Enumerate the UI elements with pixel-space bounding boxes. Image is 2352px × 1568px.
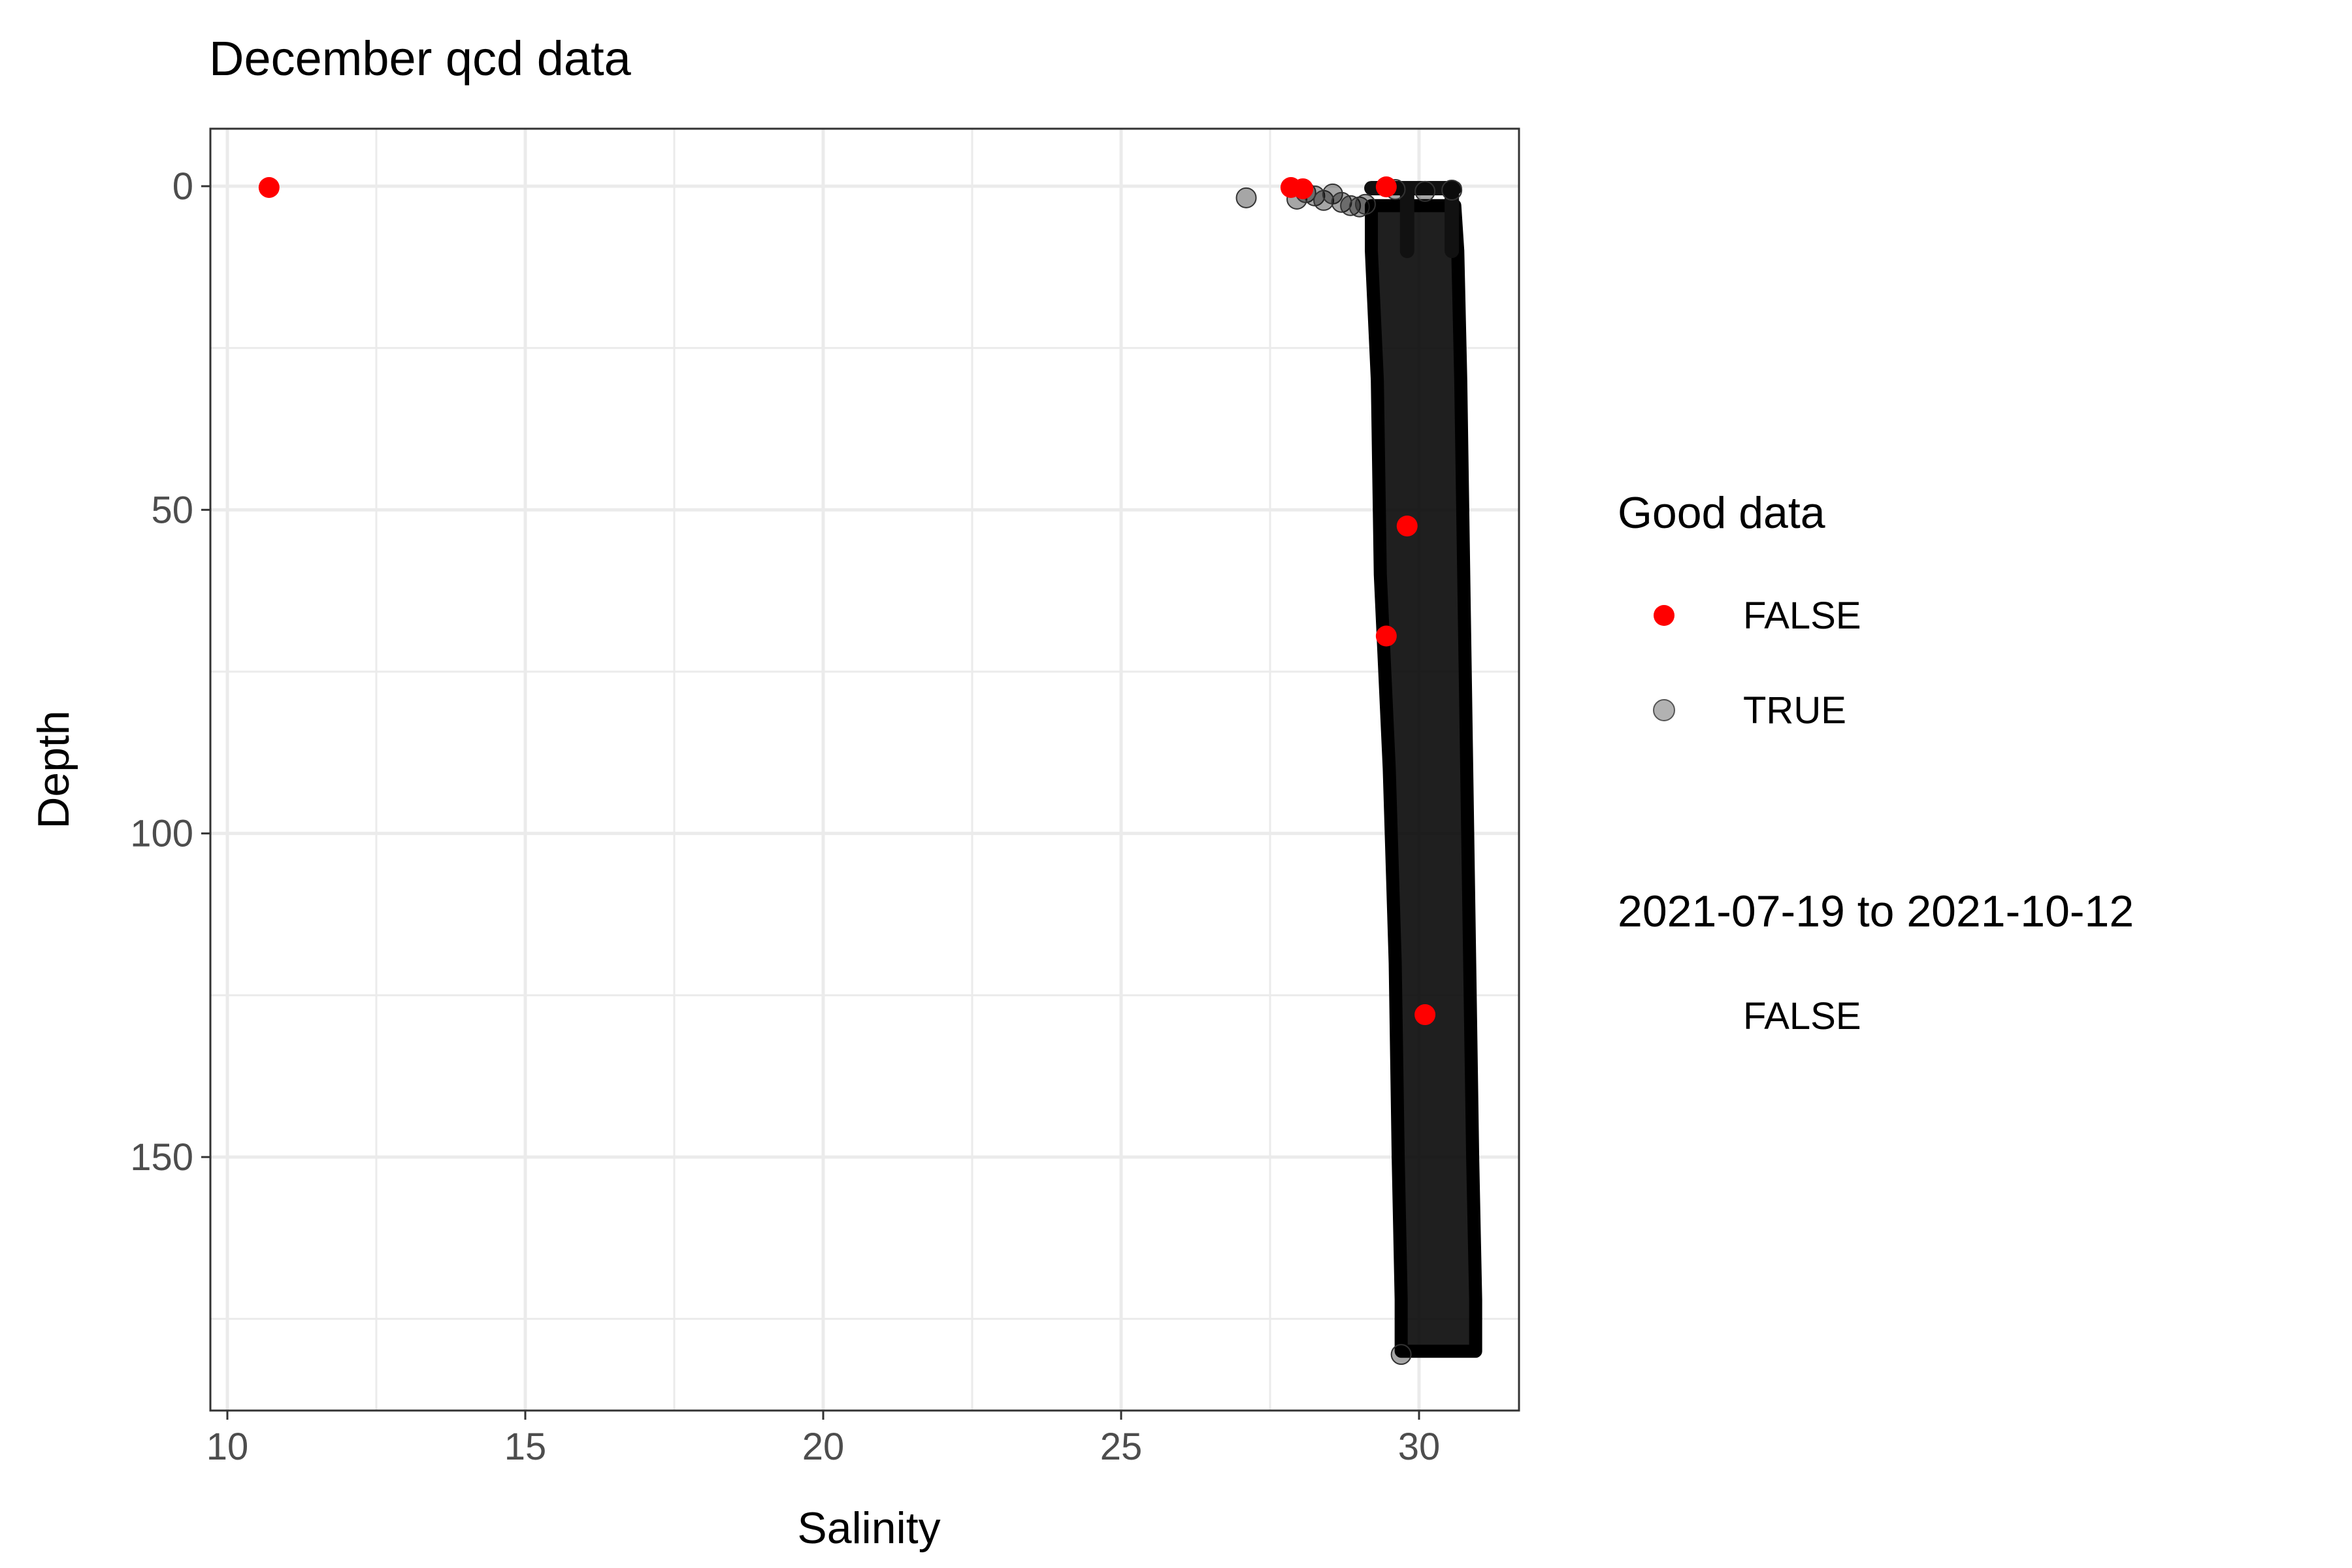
data-point-true — [1354, 193, 1376, 215]
x-tick-label: 20 — [802, 1426, 845, 1468]
y-tick-label: 150 — [130, 1136, 193, 1179]
data-point-true — [1340, 195, 1362, 216]
y-axis-title: Depth — [29, 710, 78, 828]
legend: Good data FALSE TRUE 2021-07-19 to 2021-… — [1618, 488, 2134, 1037]
x-tick-label: 25 — [1100, 1426, 1143, 1468]
y-tick-label: 100 — [130, 813, 193, 855]
data-point-true — [1441, 179, 1463, 201]
plot-background — [210, 129, 1519, 1411]
plot-panel-border — [209, 127, 1520, 1412]
data-points — [258, 176, 1463, 1365]
data-point-true — [1414, 180, 1436, 202]
profile-band — [1364, 180, 1482, 1358]
plot-grid — [210, 129, 1519, 1411]
legend-title-date-range: 2021-07-19 to 2021-10-12 — [1618, 887, 2134, 936]
legend-key-true — [1653, 699, 1675, 721]
data-point-true — [1322, 183, 1343, 204]
x-tick-label: 15 — [504, 1426, 547, 1468]
legend-title-good-data: Good data — [1618, 488, 1825, 538]
x-axis-ticks: 10 15 20 25 30 — [206, 1411, 1441, 1468]
y-axis-ticks: 0 50 100 150 — [130, 165, 210, 1179]
data-point-false — [258, 176, 280, 198]
legend-label-false: FALSE — [1743, 595, 1861, 637]
data-point-false — [1375, 176, 1397, 197]
x-tick-label: 30 — [1398, 1426, 1441, 1468]
chart-title: December qcd data — [209, 31, 632, 86]
y-tick-label: 0 — [172, 165, 193, 208]
data-point-false — [1396, 515, 1418, 537]
data-point-true — [1390, 1344, 1412, 1365]
legend-label-true: TRUE — [1743, 689, 1846, 732]
legend-label-date-false: FALSE — [1743, 995, 1861, 1037]
legend-key-false — [1654, 605, 1674, 626]
data-point-false — [1375, 625, 1397, 647]
data-point-true — [1235, 187, 1257, 208]
y-tick-label: 50 — [151, 489, 193, 531]
profile-band-shape — [1365, 199, 1482, 1358]
data-point-false — [1414, 1004, 1436, 1026]
x-axis-title: Salinity — [797, 1503, 940, 1553]
data-point-false — [1292, 178, 1314, 199]
x-tick-label: 10 — [206, 1426, 249, 1468]
